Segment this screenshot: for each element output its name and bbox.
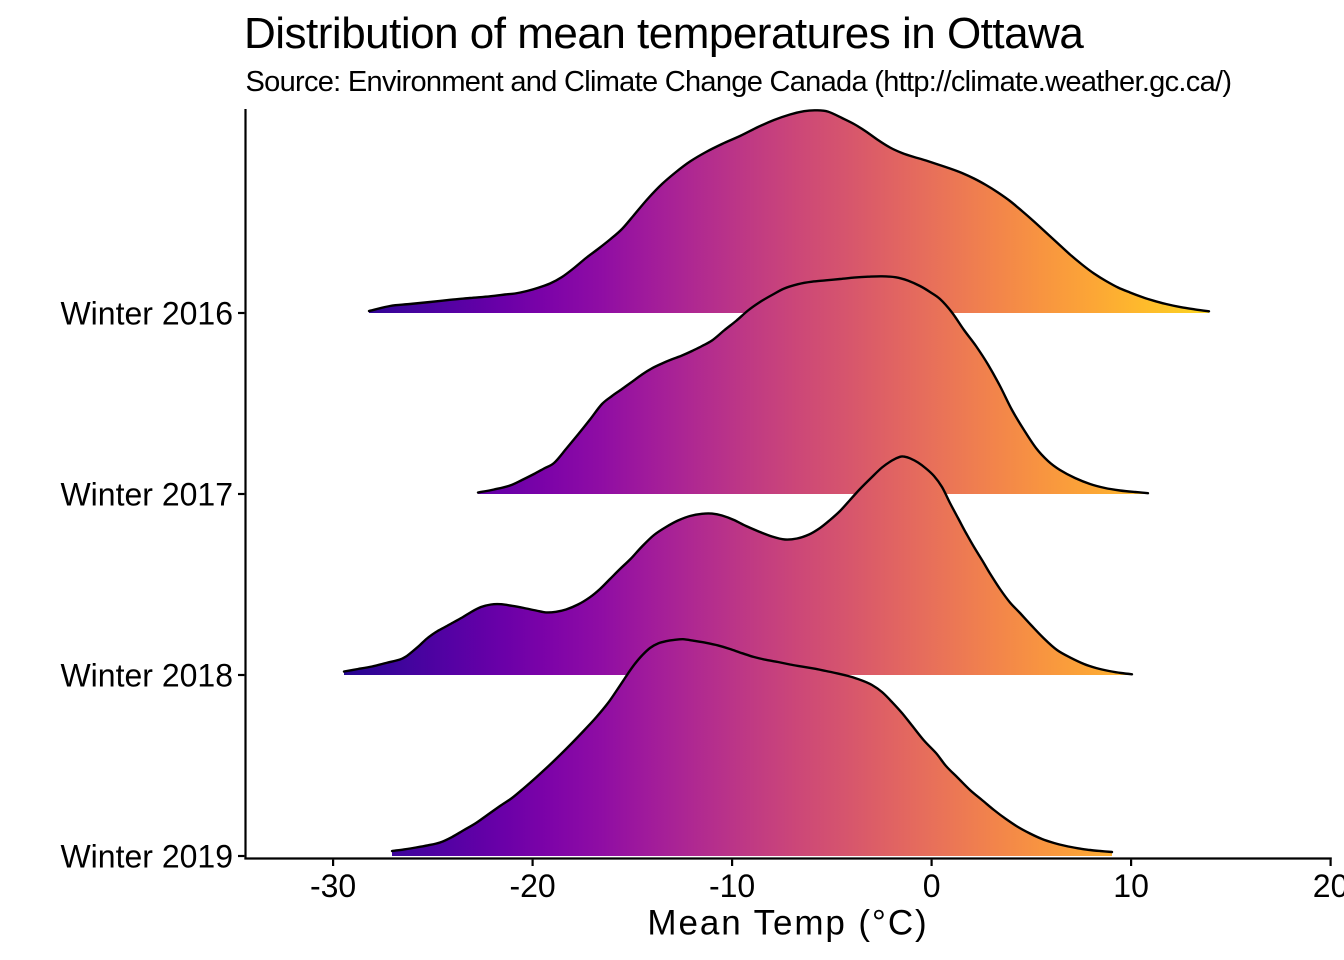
svg-text:Winter 2017: Winter 2017 (60, 477, 233, 513)
svg-text:-10: -10 (709, 868, 755, 904)
svg-text:0: 0 (923, 868, 941, 904)
svg-text:Winter 2019: Winter 2019 (60, 839, 233, 875)
svg-text:Distribution of mean temperatu: Distribution of mean temperatures in Ott… (244, 9, 1084, 58)
svg-text:Mean Temp (°C): Mean Temp (°C) (647, 904, 928, 943)
svg-text:Winter 2018: Winter 2018 (60, 658, 233, 694)
svg-text:-20: -20 (509, 868, 555, 904)
svg-text:20: 20 (1313, 868, 1344, 904)
svg-text:Source: Environment and Climat: Source: Environment and Climate Change C… (246, 66, 1232, 98)
svg-text:Winter 2016: Winter 2016 (60, 296, 233, 332)
svg-text:10: 10 (1113, 868, 1149, 904)
svg-text:-30: -30 (310, 868, 356, 904)
